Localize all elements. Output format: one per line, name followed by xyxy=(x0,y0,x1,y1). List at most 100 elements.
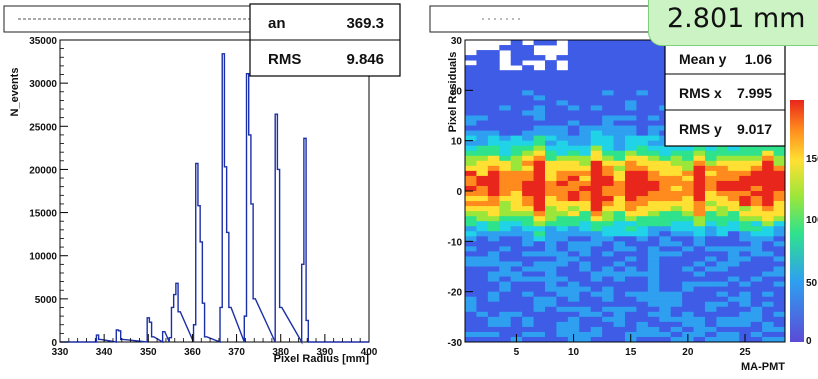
heatmap-cell xyxy=(590,336,603,343)
heatmap-cell xyxy=(533,211,546,217)
heatmap-cell xyxy=(567,100,580,106)
heatmap-cell xyxy=(647,160,660,167)
heatmap-cell xyxy=(739,286,752,293)
heatmap-cell xyxy=(613,226,626,232)
heatmap-cell xyxy=(465,291,477,298)
heatmap-cell xyxy=(510,130,523,137)
heatmap-cell xyxy=(499,311,512,318)
heatmap-cell xyxy=(567,165,580,172)
heatmap-cell xyxy=(567,90,580,96)
heatmap-cell xyxy=(476,175,489,182)
heatmap-cell xyxy=(647,271,660,277)
heatmap-cell xyxy=(613,286,626,293)
heatmap-cell xyxy=(682,221,694,227)
heatmap-cell xyxy=(762,251,774,257)
heatmap-cell xyxy=(602,201,614,207)
heatmap-cell xyxy=(659,336,672,343)
heatmap-cell xyxy=(465,276,477,282)
heatmap-cell xyxy=(579,135,592,142)
heatmap-cell xyxy=(476,216,489,222)
heatmap-cell xyxy=(579,140,592,147)
heatmap-cell xyxy=(522,296,534,303)
heatmap-cell xyxy=(773,221,786,227)
heatmap-cell xyxy=(556,120,569,126)
heatmap-cell xyxy=(533,326,546,333)
heatmap-cell xyxy=(727,180,740,187)
heatmap-cell xyxy=(533,110,546,116)
heatmap-cell xyxy=(762,211,774,217)
heatmap-cell xyxy=(647,276,660,282)
heatmap-cell xyxy=(465,311,477,318)
heatmap-cell xyxy=(670,266,683,272)
heatmap-cell xyxy=(556,95,569,101)
heatmap-cell xyxy=(716,286,729,293)
heatmap-cell xyxy=(647,196,660,202)
heatmap-cell xyxy=(579,216,592,222)
heatmap-cell xyxy=(590,221,603,227)
heatmap-cell xyxy=(499,301,512,308)
heatmap-cell xyxy=(499,336,512,343)
heatmap-cell xyxy=(533,261,546,267)
heatmap-cell xyxy=(499,80,512,86)
heatmap-cell xyxy=(682,150,694,157)
heatmap-cell xyxy=(476,271,489,277)
heatmap-cell xyxy=(556,316,569,323)
heatmap-cell xyxy=(602,140,614,147)
heatmap-cell xyxy=(465,221,477,227)
heatmap-cell xyxy=(727,256,740,262)
heatmap-cell xyxy=(739,155,752,162)
heatmap-cell xyxy=(727,226,740,232)
heatmap-cell xyxy=(499,201,512,207)
heatmap-cell xyxy=(590,196,603,202)
heatmap-cell xyxy=(567,306,580,313)
heatmap-cell xyxy=(579,115,592,121)
histogram-x-tick-label: 350 xyxy=(140,347,157,358)
heatmap-cell xyxy=(590,316,603,323)
heatmap-cell xyxy=(487,231,500,237)
heatmap-cell xyxy=(693,266,706,272)
heatmap-cell xyxy=(590,105,603,111)
heatmap-cell xyxy=(727,241,740,247)
heatmap-title-box xyxy=(429,5,661,33)
heatmap-cell xyxy=(487,201,500,207)
heatmap-cell xyxy=(647,201,660,207)
heatmap-cell xyxy=(522,316,534,323)
heatmap-cell xyxy=(499,321,512,328)
heatmap-cell xyxy=(636,110,649,116)
heatmap-cell xyxy=(613,170,626,177)
heatmap-cell xyxy=(636,196,649,202)
heatmap-cell xyxy=(705,326,717,333)
heatmap-cell xyxy=(487,110,500,116)
heatmap-cell xyxy=(705,170,717,177)
heatmap-cell xyxy=(476,331,489,338)
heatmap-cell xyxy=(636,321,649,328)
heatmap-cell xyxy=(556,306,569,313)
heatmap-cell xyxy=(705,231,717,237)
heatmap-cell xyxy=(533,120,546,126)
histogram-x-tick-label: 370 xyxy=(228,347,245,358)
heatmap-cell xyxy=(647,221,660,227)
heatmap-cell xyxy=(465,296,477,303)
heatmap-cell xyxy=(499,256,512,262)
heatmap-cell xyxy=(522,326,534,333)
heatmap-cell xyxy=(579,60,592,66)
heatmap-cell xyxy=(579,221,592,227)
heatmap-cell xyxy=(556,185,569,192)
heatmap-cell xyxy=(487,105,500,111)
heatmap-cell xyxy=(499,135,512,142)
heatmap-cell xyxy=(499,216,512,222)
heatmap-cell xyxy=(522,180,534,187)
histogram-y-tick-label: 30000 xyxy=(29,79,57,90)
heatmap-cell xyxy=(773,281,786,288)
heatmap-cell xyxy=(716,336,729,343)
heatmap-cell xyxy=(476,256,489,262)
heatmap-cell xyxy=(602,130,614,137)
heatmap-cell xyxy=(739,216,752,222)
heatmap-cell xyxy=(510,191,523,197)
heatmap-cell xyxy=(625,180,637,187)
heatmap-cell xyxy=(670,251,683,257)
heatmap-cell xyxy=(602,206,614,212)
heatmap-cell xyxy=(613,331,626,338)
heatmap-cell xyxy=(693,306,706,313)
heatmap-cell xyxy=(487,80,500,86)
